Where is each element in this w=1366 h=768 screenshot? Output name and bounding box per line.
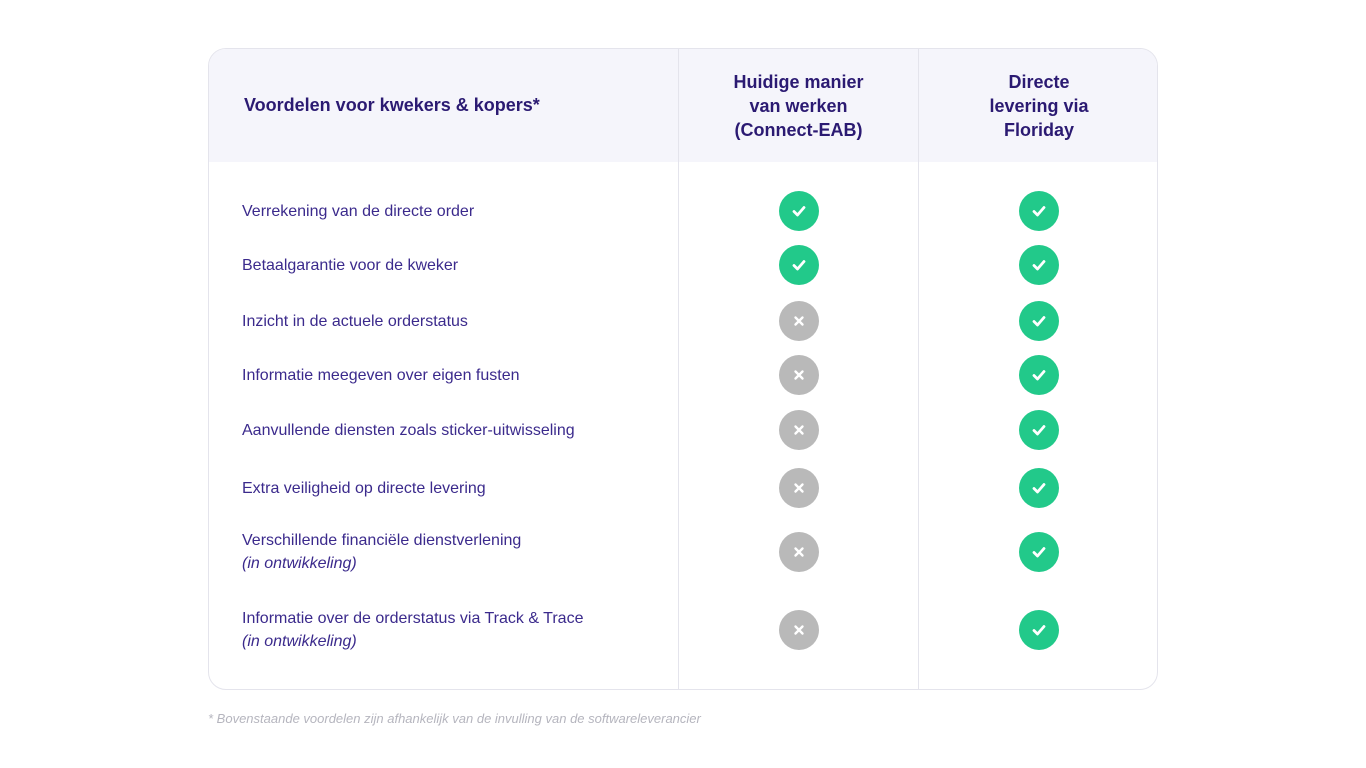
check-icon xyxy=(1019,410,1059,450)
current-method-column-title: Huidige manier van werken (Connect-EAB) xyxy=(733,71,864,140)
column-divider xyxy=(678,49,679,689)
floriday-cell xyxy=(919,402,1157,458)
floriday-cell xyxy=(919,184,1157,238)
check-icon xyxy=(1019,191,1059,231)
floriday-cell xyxy=(919,348,1157,402)
check-icon xyxy=(1019,355,1059,395)
cross-icon xyxy=(778,301,819,341)
footnote: * Bovenstaande voordelen zijn afhankelij… xyxy=(208,711,701,726)
row-label: Betaalgarantie voor de kweker xyxy=(242,238,458,292)
row-label: Verschillende financiële dienstverlening… xyxy=(242,517,521,587)
check-icon xyxy=(1019,610,1059,650)
check-icon xyxy=(1019,245,1059,285)
current-method-cell xyxy=(679,348,918,402)
current-method-cell xyxy=(679,590,918,670)
table-row: Extra veiligheid op directe levering xyxy=(209,459,1157,517)
feature-text: Extra veiligheid op directe levering xyxy=(242,479,486,497)
current-method-cell xyxy=(679,238,918,292)
check-icon xyxy=(1019,532,1059,572)
feature-text: Informatie over de orderstatus via Track… xyxy=(242,610,584,627)
feature-text: Verrekening van de directe order xyxy=(242,202,475,220)
cross-icon xyxy=(778,532,819,572)
cross-icon xyxy=(778,468,819,508)
cross-icon xyxy=(778,410,819,450)
table-row: Verschillende financiële dienstverlening… xyxy=(209,517,1157,587)
feature-status-note: (in ontwikkeling) xyxy=(242,555,357,572)
check-icon xyxy=(1019,301,1059,341)
cross-icon xyxy=(778,355,819,395)
table-header xyxy=(209,49,1157,162)
feature-text: Informatie meegeven over eigen fusten xyxy=(242,366,520,384)
table-row: Inzicht in de actuele orderstatus xyxy=(209,293,1157,349)
row-label: Aanvullende diensten zoals sticker-uitwi… xyxy=(242,402,575,458)
feature-text: Betaalgarantie voor de kweker xyxy=(242,256,459,274)
current-method-cell xyxy=(679,517,918,587)
check-icon xyxy=(778,191,819,231)
feature-text: Verschillende financiële dienstverlening xyxy=(242,532,522,549)
floriday-cell xyxy=(919,459,1157,517)
feature-text: Aanvullende diensten zoals sticker-uitwi… xyxy=(242,421,575,439)
cross-icon xyxy=(778,610,819,650)
check-icon xyxy=(778,245,819,285)
row-label: Informatie meegeven over eigen fusten xyxy=(242,348,520,402)
table-row: Betaalgarantie voor de kweker xyxy=(209,238,1157,292)
floriday-cell xyxy=(919,238,1157,292)
table-row: Informatie meegeven over eigen fusten xyxy=(209,348,1157,402)
table-row: Verrekening van de directe order xyxy=(209,184,1157,238)
check-icon xyxy=(1019,468,1059,508)
floriday-cell xyxy=(919,293,1157,349)
table-row: Informatie over de orderstatus via Track… xyxy=(209,590,1157,670)
floriday-cell xyxy=(919,590,1157,670)
comparison-table: Voordelen voor kwekers & kopers* Huidige… xyxy=(208,48,1158,690)
row-label: Verrekening van de directe order xyxy=(242,184,474,238)
current-method-cell xyxy=(679,402,918,458)
floriday-cell xyxy=(919,517,1157,587)
column-divider xyxy=(918,49,919,689)
row-label: Inzicht in de actuele orderstatus xyxy=(242,293,468,349)
current-method-cell xyxy=(679,459,918,517)
floriday-column-title: Directe levering via Floriday xyxy=(989,71,1089,140)
feature-status-note: (in ontwikkeling) xyxy=(242,633,357,650)
current-method-cell xyxy=(679,184,918,238)
feature-text: Inzicht in de actuele orderstatus xyxy=(242,312,468,330)
feature-column-title: Voordelen voor kwekers & kopers* xyxy=(244,95,540,115)
current-method-cell xyxy=(679,293,918,349)
row-label: Extra veiligheid op directe levering xyxy=(242,459,486,517)
table-row: Aanvullende diensten zoals sticker-uitwi… xyxy=(209,402,1157,458)
row-label: Informatie over de orderstatus via Track… xyxy=(242,590,583,670)
